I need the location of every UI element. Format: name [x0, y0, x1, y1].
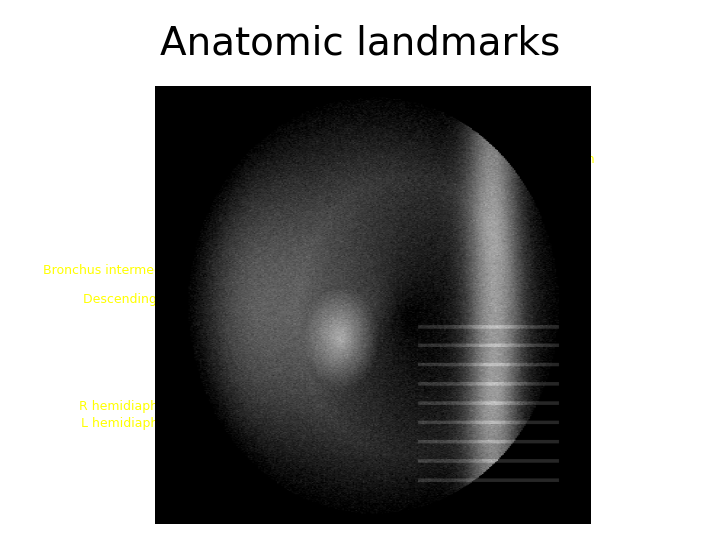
Text: LA: LA — [397, 312, 473, 325]
Text: LV: LV — [187, 336, 283, 349]
Text: Trachea: Trachea — [163, 191, 294, 204]
Text: R hemidiaphragm: R hemidiaphragm — [78, 400, 305, 413]
Text: Aortic Arch: Aortic Arch — [433, 153, 594, 166]
Text: Descending Aorta: Descending Aorta — [83, 293, 312, 306]
Text: Anatomic landmarks: Anatomic landmarks — [160, 24, 560, 62]
Text: Bronchus intermedius: Bronchus intermedius — [43, 264, 294, 276]
Text: PA: PA — [194, 238, 290, 251]
Text: L hemidiaphragm: L hemidiaphragm — [81, 417, 305, 430]
Text: Trachea: Trachea — [423, 131, 553, 144]
Text: IVC: IVC — [372, 356, 467, 369]
